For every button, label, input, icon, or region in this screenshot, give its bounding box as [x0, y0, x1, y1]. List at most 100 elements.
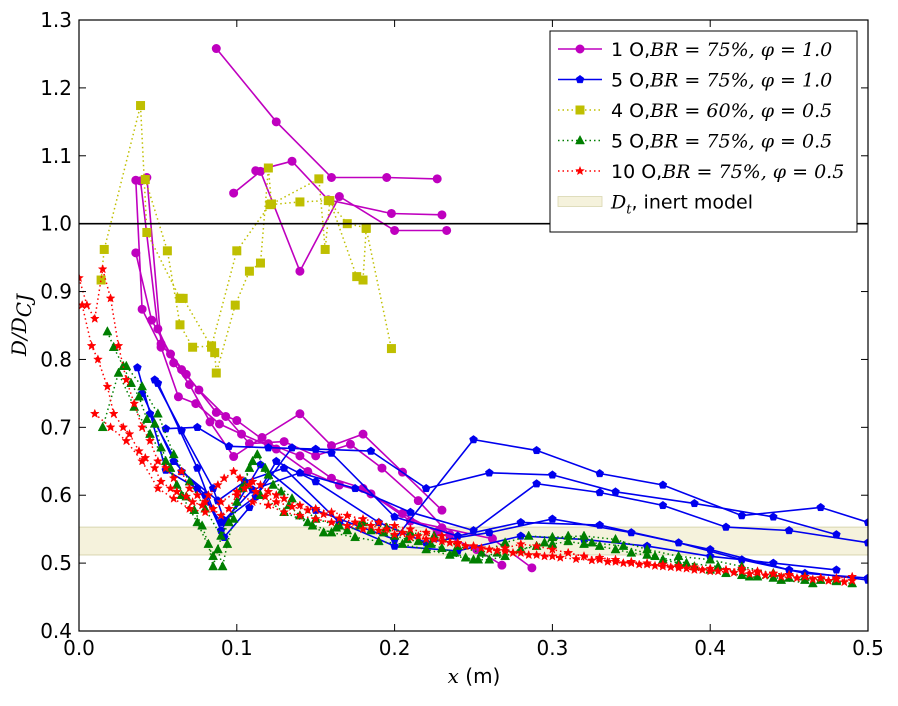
series-5-point: [244, 479, 255, 490]
series-5-point: [250, 486, 261, 497]
series-5-point: [831, 574, 842, 584]
series-1-point: [147, 315, 157, 325]
series-3-point: [255, 258, 265, 268]
legend-marker-2: [575, 74, 585, 84]
series-4-point: [149, 418, 160, 428]
series-2-point: [658, 500, 668, 510]
series-5-point: [231, 486, 242, 497]
series-5-point: [203, 489, 214, 500]
series-4-point: [563, 535, 574, 546]
series-5-point: [602, 556, 613, 566]
series-2-point: [485, 468, 494, 477]
series-5-point: [571, 553, 581, 564]
series-4-point: [208, 550, 219, 561]
legend-label-1: 1 O,BR = 75%, φ = 1.0: [611, 39, 832, 61]
series-4-point: [468, 554, 479, 564]
series-4-point: [141, 413, 152, 423]
series-4-point: [263, 469, 274, 479]
series-5-point: [342, 520, 353, 530]
series-5-point: [579, 551, 589, 561]
series-3-point: [142, 227, 152, 237]
series-2-point: [169, 456, 178, 465]
series-5-point: [721, 564, 731, 575]
series-5-point: [235, 473, 245, 483]
series-2-point: [863, 538, 868, 547]
series-5-point: [181, 491, 192, 501]
series-2-point: [532, 479, 541, 488]
series-5-point: [156, 476, 166, 486]
series-5-point: [165, 483, 176, 493]
series-5-point: [815, 572, 826, 583]
x-tick-label: 0.1: [221, 636, 253, 660]
series-1-point: [326, 441, 336, 451]
series-1-point: [173, 392, 183, 402]
series-4-point: [460, 552, 471, 562]
series-1-point: [279, 437, 289, 447]
series-5-point: [673, 560, 684, 571]
series-3-point: [263, 163, 273, 173]
series-2-point: [658, 480, 668, 489]
series-4-point: [247, 455, 258, 466]
series-5-point: [381, 523, 392, 534]
series-4-point: [626, 547, 637, 557]
series-5-point: [79, 272, 84, 283]
series-3-point: [207, 341, 217, 351]
series-2-point: [311, 477, 320, 486]
series-2-point: [390, 541, 399, 550]
series-1-point: [211, 44, 221, 54]
series-4-point: [444, 549, 455, 559]
series-3-point: [314, 174, 324, 184]
series-5-point: [634, 559, 645, 569]
series-4-point: [436, 542, 447, 552]
series-1-point: [271, 117, 281, 127]
series-1-point: [194, 385, 204, 395]
series-3-point: [136, 101, 146, 111]
series-4-point: [276, 486, 286, 496]
series-5-point: [318, 508, 329, 519]
series-5-point: [799, 571, 810, 581]
series-5-point: [228, 466, 239, 476]
series-5-point: [626, 556, 637, 566]
series-2-point: [863, 517, 868, 527]
series-4-point: [216, 530, 226, 540]
series-1-run-7-line: [146, 177, 451, 536]
series-5-point: [350, 517, 361, 527]
series-1-point: [437, 505, 447, 515]
series-2-point: [532, 445, 541, 455]
series-5-point: [93, 354, 103, 364]
series-5-point: [705, 563, 716, 573]
series-4-point: [484, 554, 495, 564]
series-2-point: [595, 487, 604, 497]
series-5-point: [342, 510, 353, 520]
series-3-point: [244, 266, 254, 276]
series-5-point: [389, 520, 400, 530]
series-4-point: [579, 530, 589, 540]
series-4-point: [610, 543, 621, 554]
series-5-point: [208, 503, 219, 513]
series-5-point: [326, 517, 337, 527]
series-4-point: [365, 524, 376, 535]
series-4-point: [334, 520, 345, 530]
series-1-point: [156, 339, 166, 349]
y-tick-label: 0.8: [40, 347, 72, 371]
series-1-point: [334, 192, 344, 202]
series-2: [133, 363, 868, 584]
series-5-point: [373, 525, 384, 535]
series-5-point: [366, 520, 376, 530]
series-5-point: [586, 555, 597, 565]
series-5-point: [105, 293, 116, 303]
series-5-point: [149, 462, 160, 473]
series-4-point: [223, 516, 234, 527]
series-3-point: [323, 196, 333, 206]
series-5-point: [197, 500, 208, 510]
series-1-point: [377, 463, 387, 473]
series-1-point: [232, 416, 242, 426]
y-tick-label: 1.3: [40, 8, 72, 32]
series-4-point: [217, 560, 228, 571]
series-4-point: [579, 538, 589, 548]
series-4-point: [500, 550, 511, 561]
series-4-point: [252, 448, 263, 459]
series-2-point: [133, 363, 142, 372]
